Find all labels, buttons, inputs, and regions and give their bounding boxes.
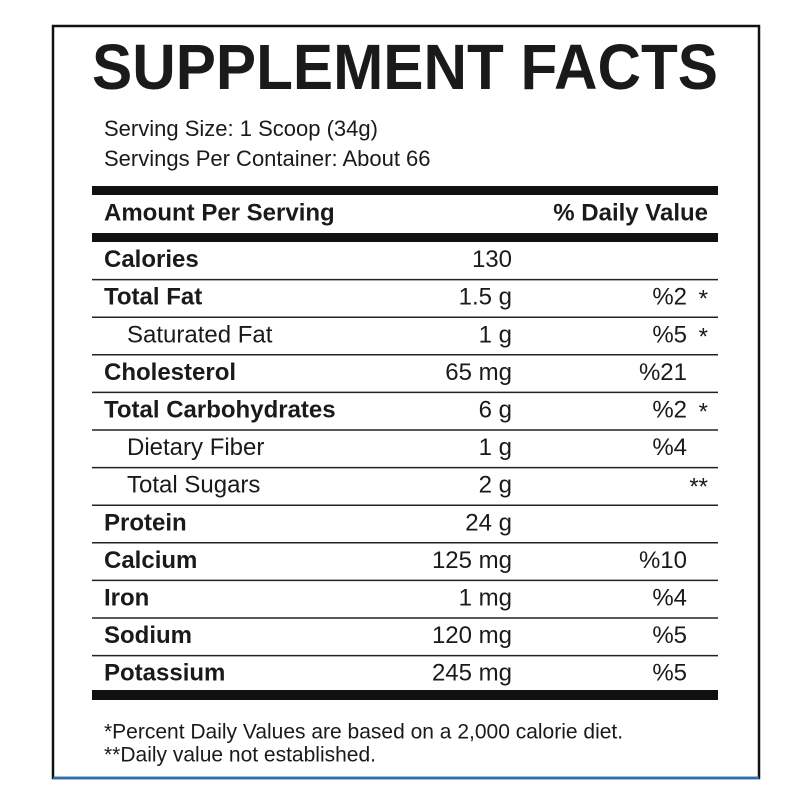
nutrient-amount: 245 mg bbox=[432, 660, 512, 687]
daily-value: %2 bbox=[652, 397, 687, 424]
nutrient-name: Total Sugars bbox=[127, 472, 260, 499]
daily-value: %10 bbox=[639, 547, 687, 574]
nutrient-amount: 24 g bbox=[465, 509, 512, 536]
nutrient-name: Total Carbohydrates bbox=[104, 397, 336, 424]
thick-rule bbox=[92, 186, 718, 195]
nutrient-name: Protein bbox=[104, 509, 187, 536]
daily-value: %5 bbox=[652, 321, 687, 348]
nutrient-amount: 2 g bbox=[479, 472, 512, 499]
nutrient-amount: 1.5 g bbox=[459, 284, 512, 311]
nutrient-name: Dietary Fiber bbox=[127, 434, 264, 461]
nutrient-amount: 65 mg bbox=[445, 359, 512, 386]
label-border bbox=[51, 24, 761, 780]
header-amount: Amount Per Serving bbox=[104, 199, 335, 226]
daily-value-note: * bbox=[699, 286, 708, 313]
thick-rule bbox=[92, 690, 718, 700]
nutrient-amount: 1 g bbox=[479, 434, 512, 461]
nutrient-name: Total Fat bbox=[104, 284, 202, 311]
nutrient-amount: 125 mg bbox=[432, 547, 512, 574]
nutrient-name: Sodium bbox=[104, 622, 192, 649]
daily-value: %4 bbox=[652, 434, 687, 461]
nutrient-name: Potassium bbox=[104, 660, 225, 687]
daily-value: %5 bbox=[652, 622, 687, 649]
nutrient-name: Saturated Fat bbox=[127, 321, 273, 348]
title: SUPPLEMENT FACTS bbox=[92, 31, 718, 103]
daily-value-note: ** bbox=[689, 474, 708, 501]
daily-value: %4 bbox=[652, 585, 687, 612]
nutrient-amount: 1 mg bbox=[459, 585, 512, 612]
nutrient-amount: 1 g bbox=[479, 321, 512, 348]
daily-value-note: * bbox=[699, 399, 708, 426]
nutrient-amount: 130 bbox=[472, 246, 512, 273]
daily-value-note: * bbox=[699, 323, 708, 350]
nutrient-name: Iron bbox=[104, 585, 149, 612]
daily-value: %2 bbox=[652, 284, 687, 311]
thick-rule bbox=[92, 233, 718, 242]
nutrient-name: Calcium bbox=[104, 547, 197, 574]
daily-value: %21 bbox=[639, 359, 687, 386]
nutrient-amount: 6 g bbox=[479, 397, 512, 424]
servings-per-container: Servings Per Container: About 66 bbox=[104, 146, 431, 171]
nutrient-name: Calories bbox=[104, 246, 199, 273]
nutrient-amount: 120 mg bbox=[432, 622, 512, 649]
nutrient-name: Cholesterol bbox=[104, 359, 236, 386]
header-daily-value: % Daily Value bbox=[553, 199, 708, 226]
serving-size: Serving Size: 1 Scoop (34g) bbox=[104, 116, 378, 141]
daily-value: %5 bbox=[652, 660, 687, 687]
footnote: *Percent Daily Values are based on a 2,0… bbox=[104, 721, 623, 744]
footnote: **Daily value not established. bbox=[104, 744, 376, 767]
